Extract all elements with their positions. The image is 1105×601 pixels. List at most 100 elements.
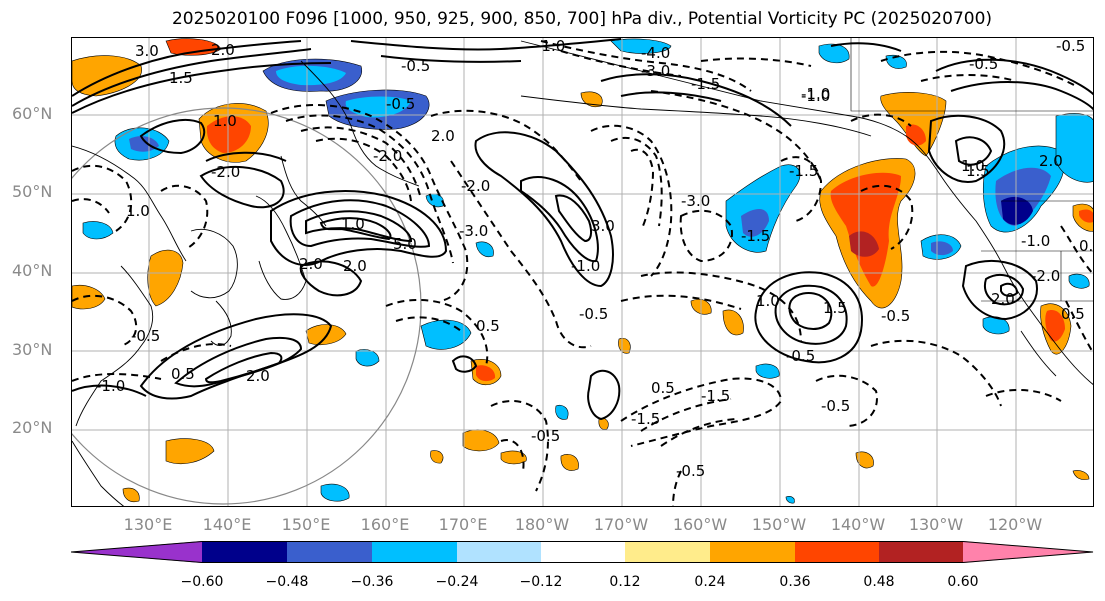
div-positive-area	[500, 450, 527, 465]
dashed-contours	[72, 40, 1093, 506]
lon-label-140e: 140°E	[202, 515, 252, 534]
div-positive-area	[830, 172, 901, 287]
lat-label-50n: 50°N	[12, 182, 53, 201]
contour-labels: 3.0 2.0 1.5 -0.5 -1.0 -4.0 -3.0 -1.5 -0.…	[96, 38, 1093, 480]
div-positive-area	[122, 487, 140, 503]
contour-label: 0.5	[171, 365, 195, 383]
contour-label: 2.0	[246, 367, 270, 385]
coastline-sakhalin	[280, 155, 327, 227]
contour-dashed	[1060, 225, 1093, 276]
div-positive-area	[462, 429, 500, 452]
div-negative-area	[555, 404, 569, 420]
solid-contours	[72, 38, 1093, 421]
colorbar-segment	[625, 541, 710, 563]
contour-label: -1.0	[536, 38, 565, 55]
contour-label: 3.0	[135, 42, 159, 60]
contour-label: 1.0	[341, 215, 365, 233]
contour-solid	[72, 384, 147, 397]
contour-dashed	[630, 148, 655, 227]
contour-solid	[935, 58, 1093, 96]
colorbar-segment	[287, 541, 372, 563]
div-positive-area	[165, 438, 215, 464]
contour-solid	[620, 91, 722, 102]
contour-label: 5.0	[393, 235, 417, 253]
contour-solid	[754, 271, 863, 364]
coastline-kyushu	[210, 300, 232, 347]
lon-label-180w: 180°W	[514, 515, 570, 534]
contour-solid	[788, 292, 833, 330]
contour-label: 0.5	[651, 379, 675, 397]
contour-label: -1.0	[801, 85, 830, 103]
contour-solid	[72, 62, 332, 114]
contour-label: 2.0	[343, 257, 367, 275]
contour-solid	[600, 73, 792, 127]
contour-solid	[1000, 282, 1019, 297]
colorbar-segment	[457, 541, 541, 563]
lon-label-150e: 150°E	[281, 515, 331, 534]
div-positive-area	[147, 249, 184, 307]
contour-dashed	[660, 418, 737, 447]
lon-label-170e: 170°E	[438, 515, 488, 534]
map-gridlines	[72, 38, 1093, 506]
div-negative-area	[610, 38, 672, 54]
contour-label: -2.0	[461, 177, 490, 195]
contour-solid	[927, 114, 1006, 183]
contour-dashed	[620, 377, 783, 447]
contour-dashed	[860, 184, 914, 250]
div-positive-area	[476, 365, 496, 382]
div-negative-area	[82, 221, 114, 240]
div-positive-area	[430, 450, 444, 464]
colorbar-tick-label: −0.24	[435, 574, 479, 590]
colorbar-outline	[71, 541, 1094, 563]
contour-label: -1.0	[801, 87, 830, 105]
coastline-south	[72, 440, 125, 506]
contour-label: 1.0	[961, 157, 985, 175]
contour-solid	[554, 194, 593, 243]
range-circle	[72, 107, 422, 505]
colorbar-segment	[795, 541, 879, 563]
contour-label: -3.0	[681, 192, 710, 210]
contour-label: -1.5	[691, 75, 720, 93]
contour-solid	[350, 38, 622, 51]
contour-solid	[954, 136, 993, 166]
div-negative-area	[785, 496, 795, 504]
contour-dashed	[315, 137, 412, 202]
colorbar-tick-label: −0.48	[265, 574, 309, 590]
contour-dashed	[590, 124, 673, 277]
div-negative-area	[129, 136, 159, 152]
div-positive-area	[855, 451, 874, 469]
div-negative-area	[885, 54, 907, 69]
colorbar-segment	[879, 541, 963, 563]
contour-solid	[319, 217, 392, 241]
contour-label: -2.0	[1031, 267, 1060, 285]
lon-label-150w: 150°W	[751, 515, 807, 534]
colorbar-tick-label: 0.12	[609, 574, 641, 590]
contour-dashed	[640, 398, 732, 432]
div-positive-area	[722, 309, 744, 336]
contour-solid	[983, 273, 1025, 306]
contour-dashed	[700, 57, 812, 67]
div-negative-area	[1001, 196, 1033, 225]
contour-dashed	[72, 198, 110, 214]
div-negative-area	[755, 363, 780, 379]
contour-label: 1.5	[966, 162, 990, 180]
div-positive-area	[206, 116, 251, 153]
coastline-asia	[72, 145, 187, 262]
contour-solid	[950, 81, 1093, 111]
div-positive-area	[880, 92, 947, 157]
contour-label: 2.0	[991, 290, 1015, 308]
contour-dashed	[650, 90, 822, 182]
div-negative-area	[420, 319, 472, 350]
contour-solid	[204, 351, 283, 384]
lon-label-170w: 170°W	[593, 515, 649, 534]
div-negative-area	[741, 209, 769, 237]
div-positive-area	[849, 231, 879, 257]
div-negative-area	[818, 43, 850, 64]
div-positive-area	[305, 324, 347, 345]
contour-dashed	[270, 104, 469, 302]
contour-dashed	[160, 184, 209, 250]
contour-label: -0.5	[881, 307, 910, 325]
colorbar-extend-left	[71, 541, 202, 563]
contour-label: 2.0	[299, 255, 323, 273]
lon-label-140w: 140°W	[830, 515, 886, 534]
